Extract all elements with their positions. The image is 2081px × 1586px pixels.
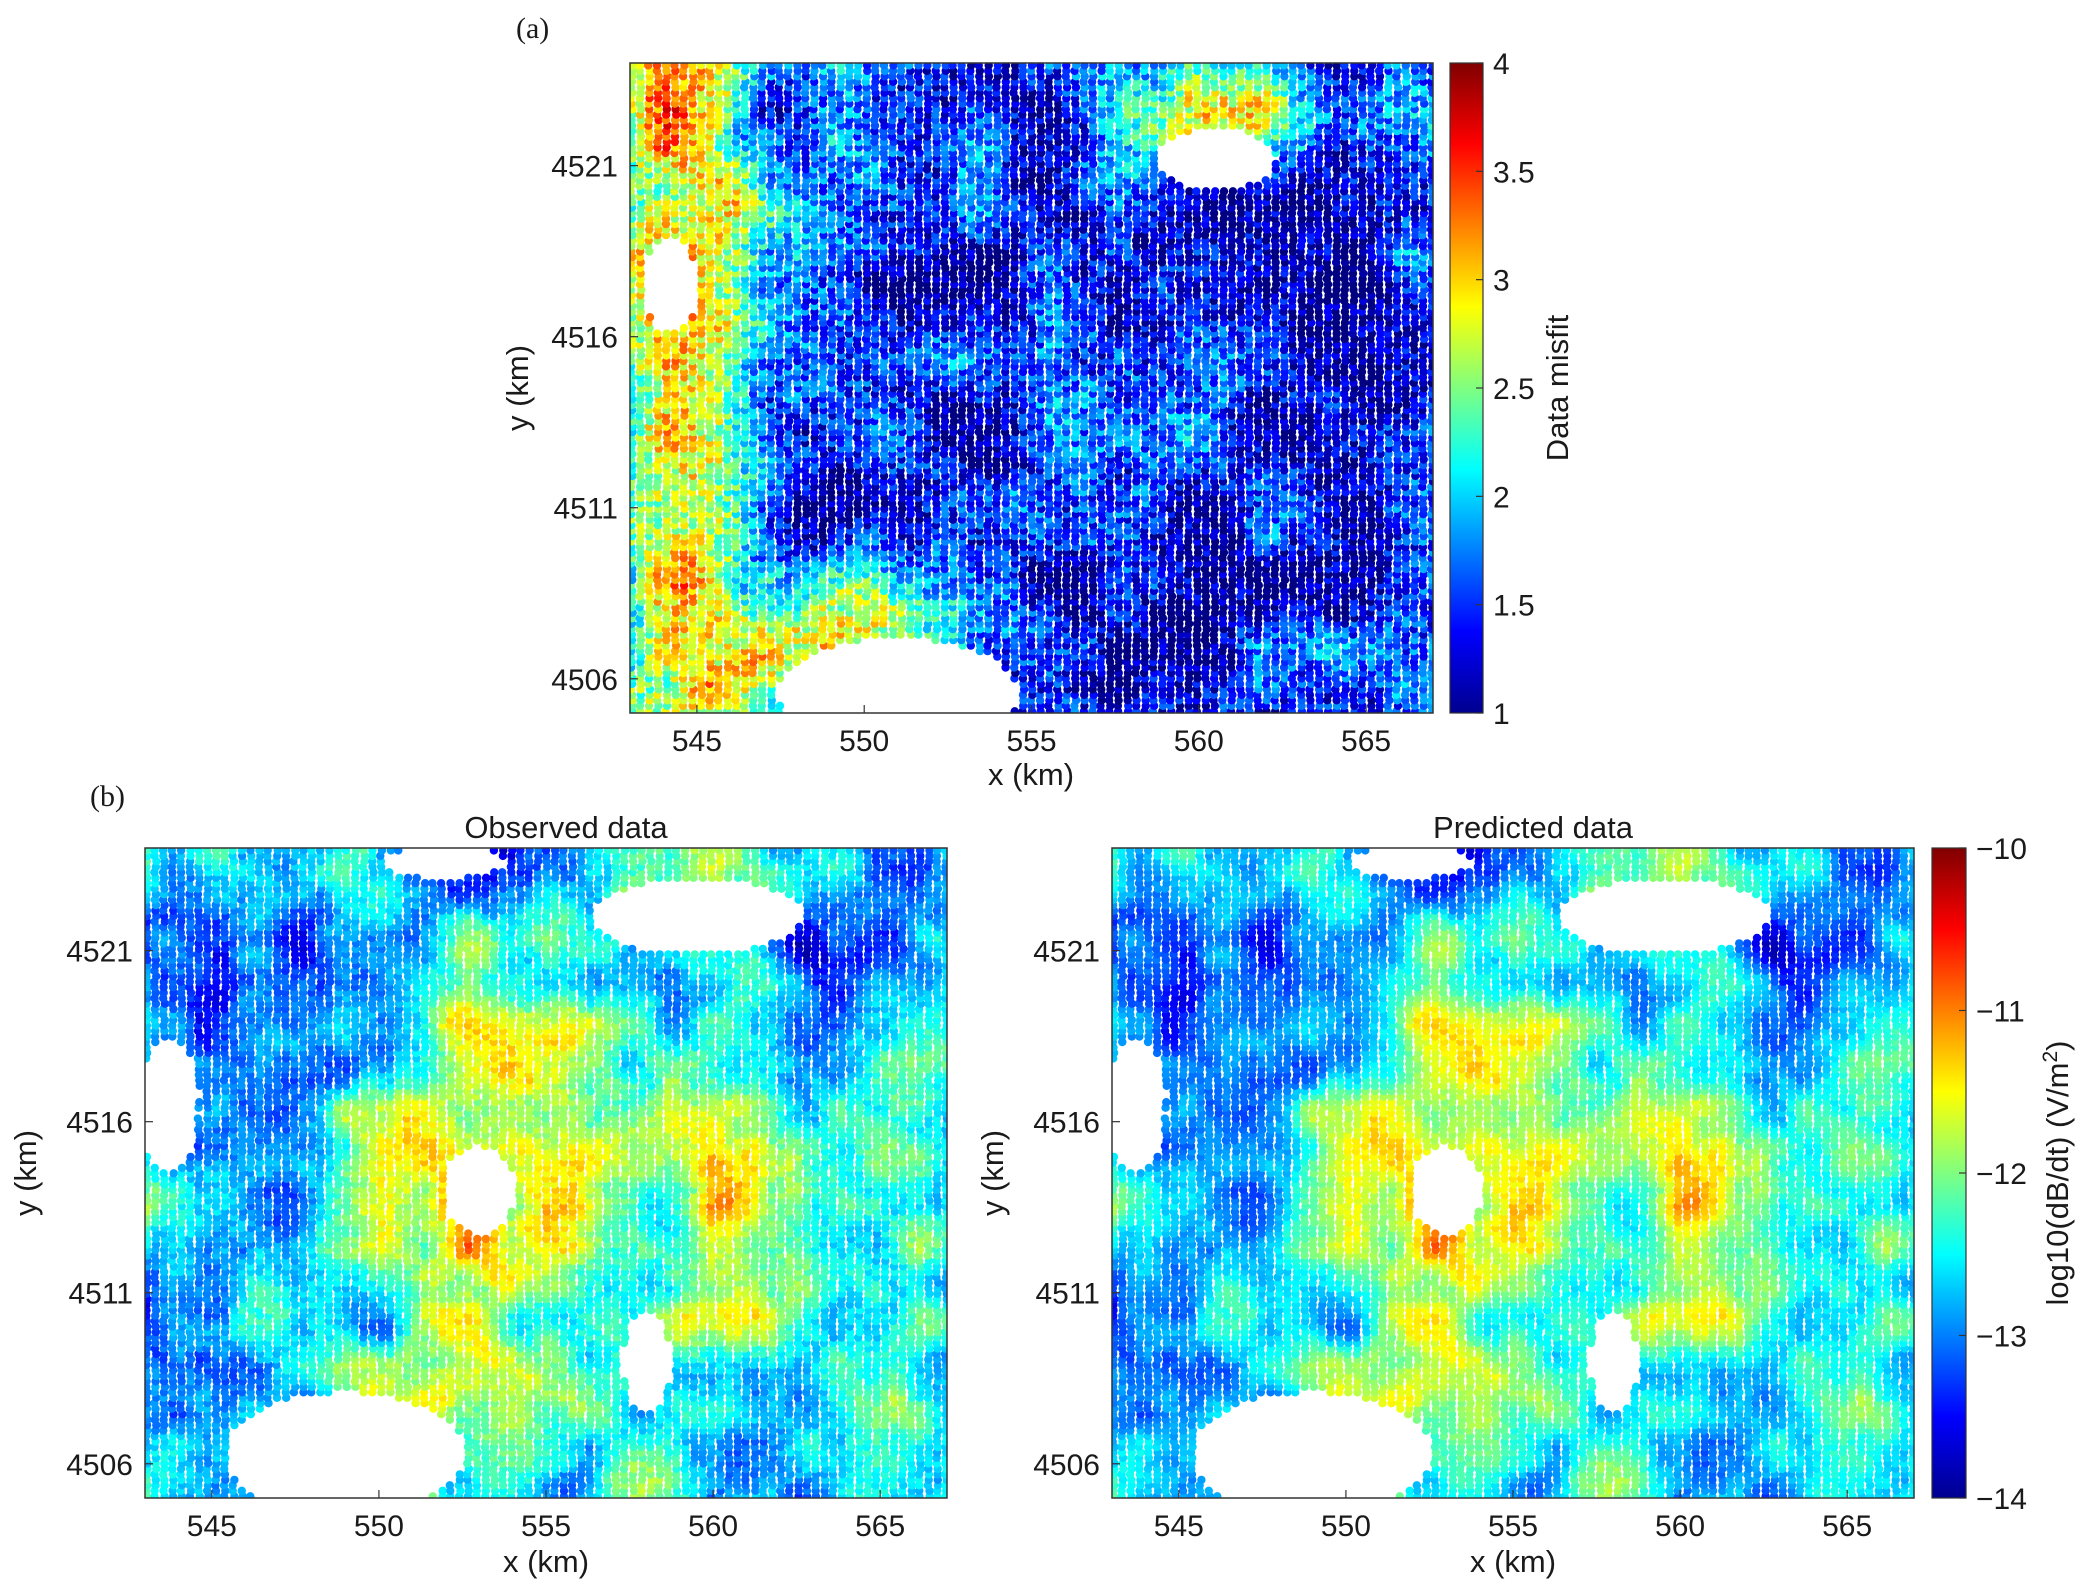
misfit-point <box>1010 707 1019 713</box>
misfit-point <box>630 63 637 70</box>
misfit-field <box>630 63 1433 713</box>
misfit-point <box>670 329 679 338</box>
misfit-map <box>630 63 1433 713</box>
misfit-point <box>775 701 785 710</box>
misfit-point <box>661 63 671 70</box>
misfit-point <box>670 63 679 70</box>
misfit-point <box>688 313 697 322</box>
panel-label-a: (a) <box>516 12 549 45</box>
misfit-point <box>635 63 645 70</box>
misfit-point <box>680 63 689 70</box>
misfit-point <box>645 313 655 322</box>
misfit-point <box>679 323 689 333</box>
misfit-point <box>652 63 662 70</box>
misfit-point <box>662 329 671 338</box>
misfit-point <box>653 329 662 338</box>
misfit-point <box>644 63 653 70</box>
